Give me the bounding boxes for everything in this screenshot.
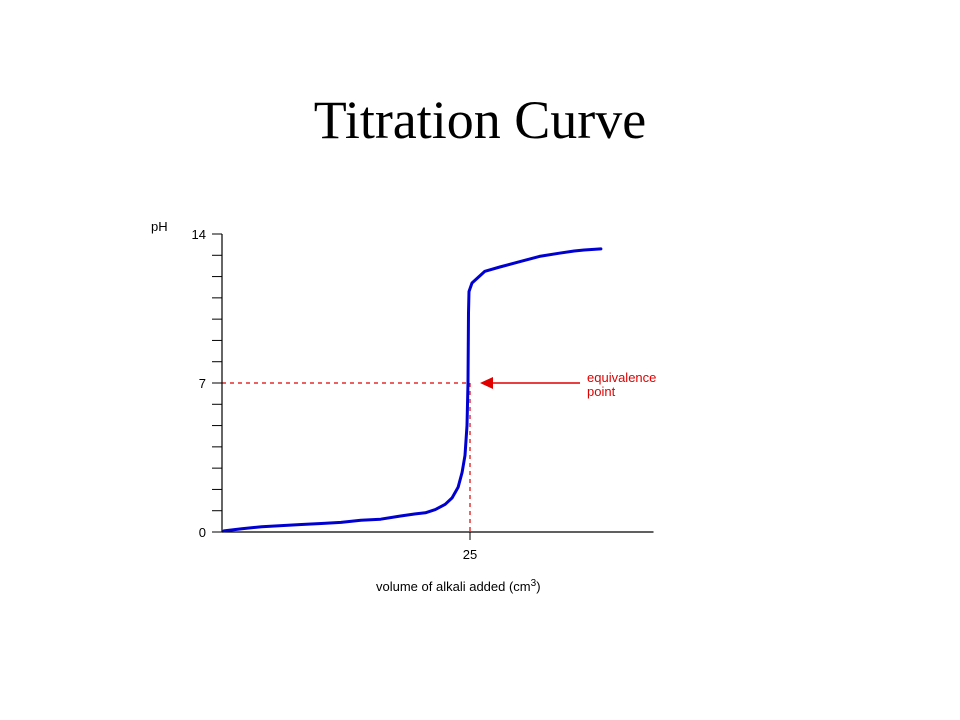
equivalence-label-line2: point [587, 384, 616, 399]
slide-title: Titration Curve [313, 90, 647, 150]
x-axis-label-close: ) [536, 579, 540, 594]
x-axis-label-text: volume of alkali added (cm [376, 579, 531, 594]
titration-curve-line [222, 247, 603, 533]
equivalence-point-annotation: equivalence point [480, 370, 656, 399]
x-axis-label-superscript: 3 [531, 578, 537, 589]
tick-labels: 0 7 14 25 [192, 227, 478, 562]
y-axis-label: pH [151, 219, 168, 234]
guide-lines [222, 382, 471, 532]
x-tick-label: 25 [463, 547, 477, 562]
equivalence-label-line1: equivalence [587, 370, 656, 385]
tick-marks [212, 233, 471, 540]
y-tick-label: 7 [199, 376, 206, 391]
equivalence-arrow-head [480, 377, 493, 389]
x-axis-label: volume of alkali added (cm3) [376, 578, 541, 594]
y-tick-label: 0 [199, 525, 206, 540]
y-tick-label: 14 [192, 227, 206, 242]
